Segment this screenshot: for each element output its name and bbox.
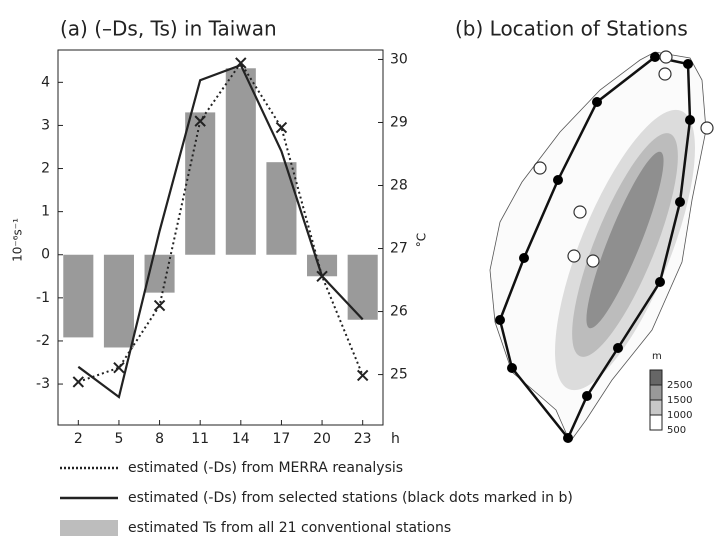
legend-label: estimated (-Ds) from MERRA reanalysis (128, 460, 403, 476)
y-tick-label: 1 (41, 204, 50, 220)
legend-label: estimated Ts from all 21 conventional st… (128, 520, 451, 536)
elevation-label: 500 (667, 425, 686, 436)
x-tick-label: 20 (313, 431, 331, 447)
x-axis-label: h (391, 431, 400, 447)
bar (104, 255, 134, 348)
figure: (a) (–Ds, Ts) in Taiwan (b) Location of … (0, 0, 724, 536)
x-tick-label: 23 (354, 431, 372, 447)
elevation-label: 1000 (667, 410, 692, 421)
y-tick-label: -2 (36, 333, 50, 349)
x-tick-label: 2 (74, 431, 83, 447)
elevation-label: 2500 (667, 380, 692, 391)
map: m 2500 1500 1000 500 (490, 51, 723, 443)
x-tick-label: 17 (273, 431, 291, 447)
x-tick-label: 11 (191, 431, 209, 447)
y2-tick-label: 28 (390, 178, 408, 194)
legend-swatch (60, 520, 118, 536)
bar (226, 68, 256, 254)
bar (185, 112, 215, 254)
legend-label: estimated (-Ds) from selected stations (… (128, 490, 573, 506)
chart-title: (a) (–Ds, Ts) in Taiwan (60, 17, 277, 41)
y2-tick-label: 26 (390, 304, 408, 320)
x-tick-label: 5 (114, 431, 123, 447)
bar (348, 255, 378, 320)
x-tick-label: 14 (232, 431, 250, 447)
y-tick-label: 2 (41, 161, 50, 177)
marker (73, 377, 83, 387)
elevation-swatch (650, 415, 662, 430)
y-tick-label: -3 (36, 376, 50, 392)
marker (114, 363, 124, 373)
plot-frame (58, 50, 383, 425)
bar (63, 255, 93, 338)
y-tick-label: 4 (41, 74, 50, 90)
elevation-swatch (650, 385, 662, 400)
elevation-label: 1500 (667, 395, 692, 406)
y-tick-label: -1 (36, 290, 50, 306)
y2-tick-label: 29 (390, 114, 408, 130)
elevation-swatch (650, 400, 662, 415)
y2-tick-label: 25 (390, 367, 408, 383)
elevation-swatch (650, 370, 662, 385)
x-tick-label: 8 (155, 431, 164, 447)
marker (358, 370, 368, 380)
y-tick-label: 3 (41, 117, 50, 133)
y-tick-label: 0 (41, 247, 50, 263)
elevation-legend-title: m (652, 351, 662, 362)
map-title: (b) Location of Stations (455, 17, 688, 41)
y2-tick-label: 27 (390, 241, 408, 257)
y2-tick-label: 30 (390, 51, 408, 67)
y-axis-label: 10⁻⁶s⁻¹ (11, 218, 25, 262)
y2-axis-label: °C (415, 233, 429, 247)
bar (266, 162, 296, 255)
